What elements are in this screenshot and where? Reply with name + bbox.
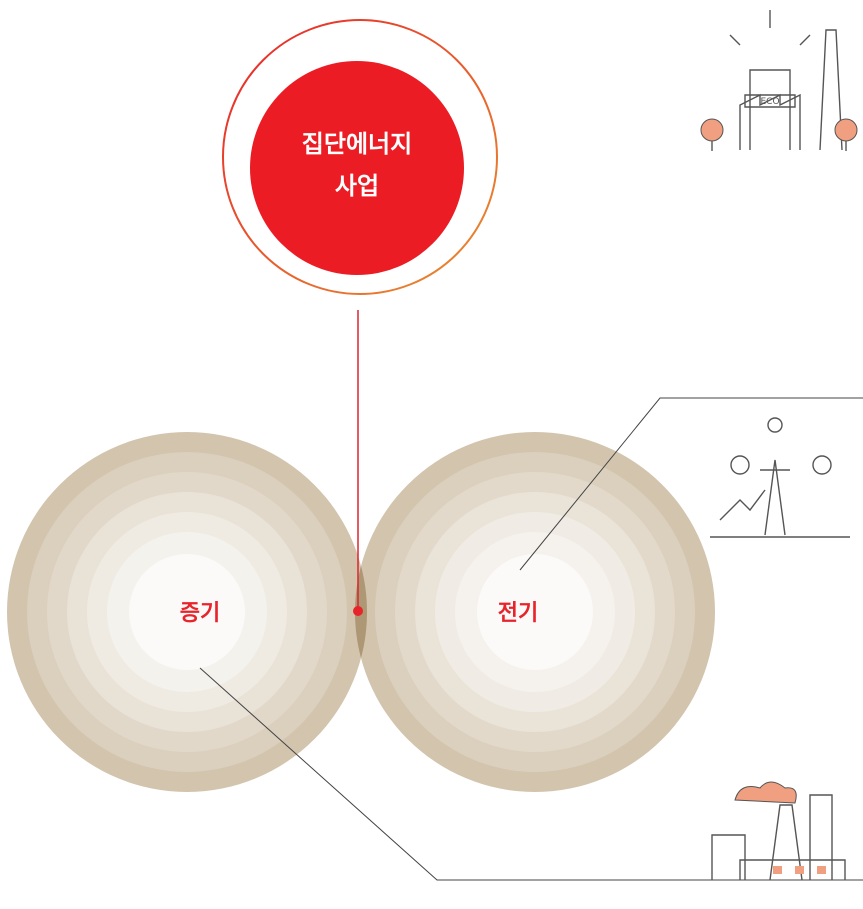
page: 증기 전기 집단에너지 사업 ECO (() => { const data =… — [0, 0, 863, 909]
power-icon — [710, 418, 850, 537]
center-circle — [250, 61, 464, 275]
node-label: 증기 — [180, 601, 220, 626]
diagram: 증기 전기 집단에너지 사업 ECO — [0, 0, 863, 909]
eco-factory-icon: ECO — [701, 10, 857, 151]
node-label: 전기 — [498, 601, 538, 626]
center-label: 사업 — [335, 172, 379, 200]
icon-label: ECO — [760, 97, 779, 107]
center-label: 집단에너지 — [302, 130, 412, 158]
steam-factory-icon — [712, 782, 845, 880]
connector-dot — [353, 606, 363, 616]
